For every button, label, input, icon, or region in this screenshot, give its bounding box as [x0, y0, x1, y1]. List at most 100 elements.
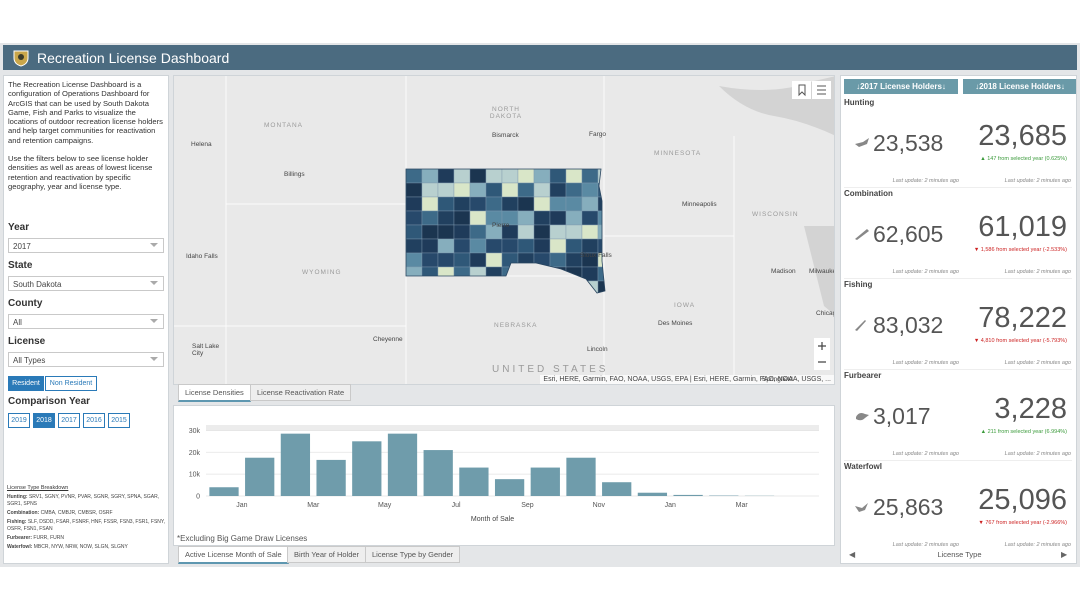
map-label: Bismarck — [492, 132, 519, 139]
chart-tab[interactable]: Active License Month of Sale — [178, 546, 289, 564]
indicator-name: Waterfowl — [844, 462, 882, 471]
indicator-icon — [855, 229, 869, 240]
column-header[interactable]: ↓2017 License Holders↓ — [844, 79, 958, 94]
county — [469, 266, 487, 282]
breakdown-codes: CMBA, CMBJR, CMBSR, OSRF — [40, 510, 113, 516]
county — [406, 182, 423, 198]
comparison-label: Comparison Year — [8, 396, 91, 407]
county — [501, 280, 519, 293]
x-tick-label: Mar — [307, 502, 320, 509]
county — [485, 252, 503, 268]
state-borders — [174, 76, 735, 384]
header-bar: Recreation License Dashboard — [3, 45, 1077, 70]
map-label: UNITED STATES — [492, 364, 609, 375]
filter-label: County — [8, 298, 43, 309]
breakdown-type: Combination: — [7, 510, 40, 516]
x-tick-label: Jan — [236, 502, 247, 509]
county — [406, 252, 423, 268]
county — [421, 252, 439, 268]
county — [485, 169, 503, 184]
icon-shape — [855, 138, 869, 147]
filter-select[interactable]: South Dakota — [8, 276, 164, 291]
map-label: MINNESOTA — [654, 150, 702, 157]
county — [501, 238, 519, 254]
residency-button[interactable]: Resident — [8, 376, 44, 391]
value-2017: 23,538 — [873, 130, 944, 156]
year-button[interactable]: 2016 — [83, 413, 105, 428]
county — [437, 196, 455, 212]
divider — [844, 187, 1072, 188]
county — [421, 238, 439, 254]
map-label: Minneapolis — [682, 201, 717, 208]
value-2017: 3,017 — [873, 403, 931, 429]
county — [597, 266, 605, 282]
residency-button[interactable]: Non Resident — [45, 376, 97, 391]
value-2018: 78,222 — [978, 302, 1067, 334]
breakdown-codes: SRV1, SGNY, PVNR, PVAR, SGNR, SGRY, SPNA… — [7, 494, 160, 507]
county — [533, 252, 551, 268]
indicator-icon — [855, 320, 866, 331]
county — [453, 252, 471, 268]
indicator-name: Furbearer — [844, 371, 882, 380]
filter-select[interactable]: 2017 — [8, 238, 164, 253]
chart-tab[interactable]: License Type by Gender — [365, 546, 461, 563]
map-label: Chicago — [816, 310, 834, 317]
bar — [316, 459, 346, 496]
filter-select[interactable]: All Types — [8, 352, 164, 367]
breakdown-line: Furbearer: FURR, FURN — [7, 535, 165, 542]
county — [565, 280, 583, 293]
indicator-name: Combination — [844, 189, 893, 198]
change: ▼ 1,586 from selected year (-2.533%) — [973, 247, 1067, 253]
map-label: WISCONSIN — [752, 211, 799, 218]
county — [485, 266, 503, 282]
map-tab[interactable]: License Densities — [178, 384, 251, 402]
county — [406, 169, 423, 184]
county — [421, 169, 439, 184]
chart-note: *Excluding Big Game Draw Licenses — [177, 534, 307, 543]
scroll-bar — [206, 425, 819, 431]
year-button[interactable]: 2017 — [58, 413, 80, 428]
pager-right[interactable]: ▶ — [1061, 550, 1068, 559]
value-2018: 25,096 — [978, 484, 1067, 516]
indicator-panel: ↓2017 License Holders↓ ↓2018 License Hold… — [840, 75, 1077, 564]
county — [597, 280, 605, 293]
county — [469, 252, 487, 268]
pager-left[interactable]: ◀ — [849, 550, 856, 559]
year-button[interactable]: 2018 — [33, 413, 55, 428]
bar — [673, 494, 703, 496]
map-label: Helena — [191, 141, 212, 148]
year-button[interactable]: 2019 — [8, 413, 30, 428]
county — [501, 266, 519, 282]
breakdown-line: Combination: CMBA, CMBJR, CMBSR, OSRF — [7, 510, 165, 517]
county — [549, 266, 567, 282]
breakdown-type: Furbearer: — [7, 535, 33, 541]
filter-select[interactable]: All — [8, 314, 164, 329]
map-label: MONTANA — [264, 122, 304, 129]
year-button[interactable]: 2015 — [108, 413, 130, 428]
breakdown-line: Waterfowl: MBCR, NYW, NRW, NOW, SLGN, SL… — [7, 544, 165, 551]
column-header[interactable]: ↓2018 License Holders↓ — [963, 79, 1076, 94]
county — [581, 182, 599, 198]
county — [437, 266, 455, 282]
bar — [494, 479, 525, 496]
last-update: Last update: 2 minutes ago — [1004, 360, 1071, 366]
county — [501, 169, 519, 184]
county — [549, 196, 567, 212]
x-tick-label: Jan — [665, 502, 676, 509]
county — [565, 238, 583, 254]
logo — [13, 50, 29, 67]
county — [485, 182, 503, 198]
lake — [804, 226, 834, 315]
x-axis-label: Month of Sale — [471, 516, 514, 523]
county — [453, 280, 471, 293]
county — [453, 238, 471, 254]
divider — [844, 278, 1072, 279]
county — [597, 210, 605, 226]
chart-tab[interactable]: Birth Year of Holder — [287, 546, 367, 563]
last-update: Last update: 2 minutes ago — [1004, 178, 1071, 184]
county — [597, 224, 605, 240]
county — [437, 182, 455, 198]
map-label: NORTH DAKOTA — [489, 106, 523, 120]
map-tab[interactable]: License Reactivation Rate — [250, 384, 352, 401]
